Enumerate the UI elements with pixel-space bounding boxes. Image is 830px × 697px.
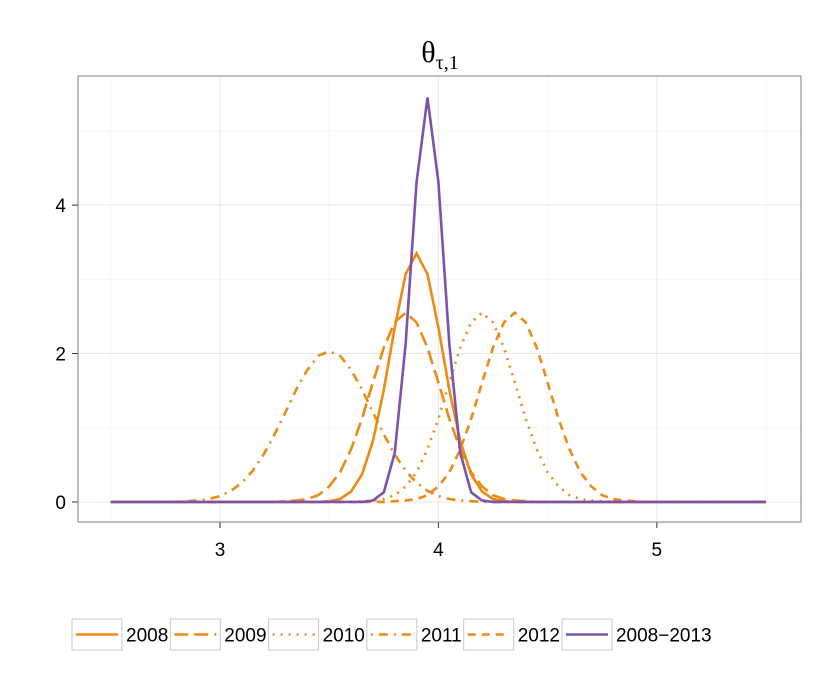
x-tick-label: 3 [215, 540, 226, 561]
plot-panel [78, 76, 801, 522]
legend-label: 2008 [126, 626, 168, 647]
y-tick-label: 4 [55, 196, 66, 217]
title-main: θ [421, 36, 435, 69]
legend-label: 2010 [323, 626, 365, 647]
x-tick-label: 4 [433, 540, 444, 561]
chart-title: θτ,1 [421, 36, 458, 74]
legend-label: 2008−2013 [616, 626, 712, 647]
plot-border [77, 75, 802, 523]
y-tick-label: 2 [55, 345, 66, 366]
legend-label: 2009 [224, 626, 266, 647]
density-line [110, 97, 767, 504]
x-tick-label: 5 [652, 540, 663, 561]
title-subscript: τ,1 [436, 52, 459, 74]
legend-label: 2012 [518, 626, 560, 647]
y-tick-label: 0 [55, 493, 66, 514]
legend-label: 2011 [421, 626, 462, 647]
legend-key [268, 618, 320, 651]
